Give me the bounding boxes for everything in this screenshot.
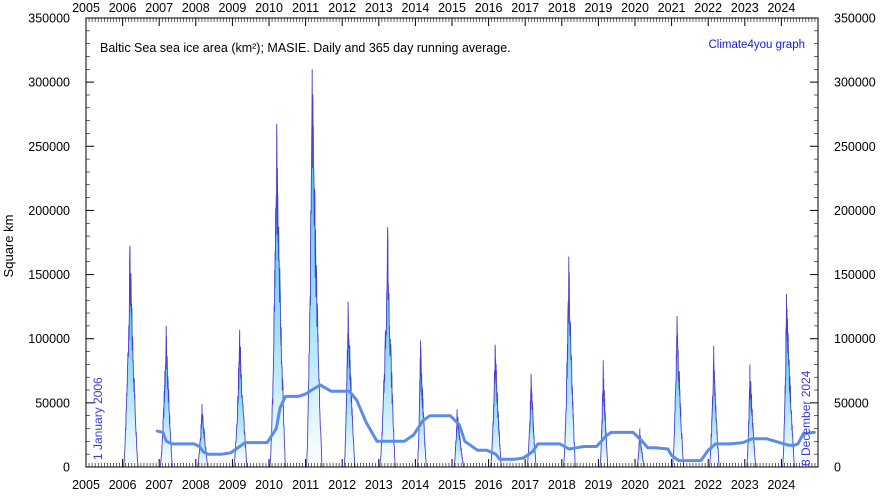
ice-season-line: [305, 69, 323, 467]
y-tick-label-right: 200000: [834, 204, 876, 218]
y-tick-label-right: 100000: [834, 332, 876, 346]
x-tick-label-bottom: 2023: [731, 478, 759, 492]
ice-season-line: [782, 293, 796, 467]
x-tick-label-top: 2010: [255, 1, 283, 15]
x-tick-label-top: 2021: [658, 1, 686, 15]
y-tick-label-left: 100000: [28, 332, 70, 346]
running-average-series: [155, 383, 816, 463]
ice-season-area: [269, 123, 286, 467]
x-tick-label-top: 2015: [438, 1, 466, 15]
ice-season-line: [343, 301, 356, 467]
ice-season-area: [490, 344, 502, 467]
x-tick-label-bottom: 2005: [72, 478, 100, 492]
y-tick-label-right: 350000: [834, 12, 876, 26]
x-tick-label-bottom: 2008: [182, 478, 210, 492]
x-tick-label-top: 2017: [511, 1, 539, 15]
x-tick-label-bottom: 2019: [584, 478, 612, 492]
x-tick-label-bottom: 2013: [365, 478, 393, 492]
x-tick-label-bottom: 2012: [328, 478, 356, 492]
credit-label: Climate4you graph: [708, 39, 805, 51]
x-tick-label-bottom: 2018: [548, 478, 576, 492]
x-tick-label-top: 2011: [292, 1, 319, 15]
x-tick-label-bottom: 2015: [438, 478, 466, 492]
x-tick-label-top: 2006: [109, 1, 137, 15]
y-tick-label-right: 150000: [834, 268, 876, 282]
y-tick-label-left: 150000: [28, 268, 70, 282]
x-tick-label-bottom: 2016: [475, 478, 503, 492]
y-tick-label-left: 350000: [28, 12, 70, 26]
x-tick-label-bottom: 2009: [218, 478, 246, 492]
x-tick-label-bottom: 2014: [401, 478, 429, 492]
x-tick-label-top: 2018: [548, 1, 576, 15]
plot-background: [86, 18, 818, 467]
x-tick-label-bottom: 2011: [292, 478, 319, 492]
ice-season-area: [306, 69, 323, 467]
y-tick-label-left: 250000: [28, 140, 70, 154]
chart-title: Baltic Sea sea ice area (km²); MASIE. Da…: [100, 41, 511, 55]
x-tick-label-top: 2023: [731, 1, 759, 15]
x-tick-label-bottom: 2024: [767, 478, 795, 492]
y-axis-label: Square km: [1, 215, 16, 278]
x-tick-label-top: 2007: [145, 1, 173, 15]
ice-season-line: [599, 360, 609, 467]
x-tick-label-top: 2014: [401, 1, 429, 15]
x-tick-label-bottom: 2021: [658, 478, 686, 492]
y-tick-label-left: 50000: [35, 396, 70, 410]
y-tick-label-right: 250000: [834, 140, 876, 154]
axis-ticks: [85, 17, 818, 468]
end-date-label: 8 December 2024: [799, 370, 813, 466]
ice-season-line: [416, 340, 427, 467]
x-tick-label-bottom: 2007: [145, 478, 173, 492]
x-tick-label-top: 2019: [584, 1, 612, 15]
ice-season-area: [563, 256, 576, 467]
x-tick-label-bottom: 2006: [109, 478, 137, 492]
y-tick-label-right: 50000: [834, 396, 869, 410]
x-tick-label-top: 2016: [475, 1, 503, 15]
axis-tick-labels: 2005 2005 2006 2006 2007 2007 2008 2008 2009 2009…: [28, 1, 875, 492]
y-tick-label-right: 0: [834, 461, 841, 475]
x-tick-label-top: 2008: [182, 1, 210, 15]
ice-season-line: [379, 227, 396, 467]
daily-area-series: [122, 69, 796, 467]
running-average-line: [155, 383, 816, 463]
x-tick-label-bottom: 2010: [255, 478, 283, 492]
x-tick-label-bottom: 2020: [621, 478, 649, 492]
ice-season-line: [562, 256, 576, 467]
x-tick-label-top: 2022: [694, 1, 722, 15]
x-tick-label-top: 2013: [365, 1, 393, 15]
ice-season-line: [159, 325, 173, 467]
ice-season-line: [233, 329, 248, 467]
x-tick-label-top: 2009: [218, 1, 246, 15]
x-tick-label-top: 2005: [72, 1, 100, 15]
y-tick-label-left: 300000: [28, 76, 70, 90]
y-tick-label-left: 0: [63, 461, 70, 475]
ice-season-line: [489, 344, 502, 467]
x-tick-label-top: 2012: [328, 1, 356, 15]
x-tick-label-top: 2020: [621, 1, 649, 15]
ice-season-line: [453, 409, 465, 467]
x-tick-label-bottom: 2017: [511, 478, 539, 492]
ice-season-area: [123, 245, 138, 467]
y-tick-label-right: 300000: [834, 76, 876, 90]
y-tick-label-left: 200000: [28, 204, 70, 218]
start-date-label: 1 January 2006: [91, 377, 105, 460]
ice-season-line: [122, 245, 139, 467]
x-tick-label-top: 2024: [767, 1, 795, 15]
x-tick-label-bottom: 2022: [694, 478, 722, 492]
ice-season-line: [269, 123, 286, 467]
ice-season-line: [671, 315, 685, 467]
